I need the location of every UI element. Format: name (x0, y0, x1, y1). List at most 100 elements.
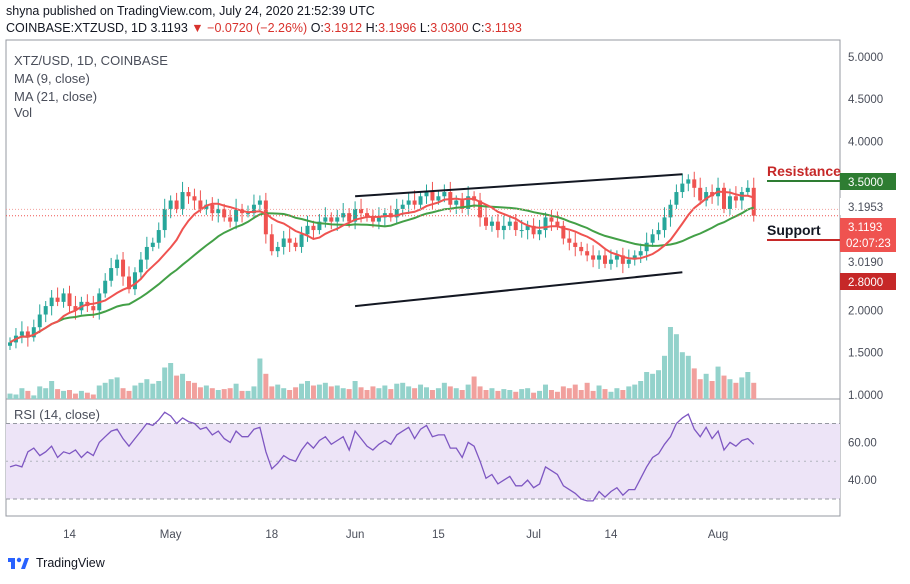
candle-body (210, 204, 215, 214)
price-tick-label: 2.0000 (848, 305, 883, 317)
high-label: H: (365, 21, 379, 35)
candle-body (418, 196, 423, 205)
candle-body (37, 314, 42, 328)
volume-bars (7, 327, 757, 399)
legend-title: XTZ/USD, 1D, COINBASE (14, 53, 168, 68)
volume-bar (406, 386, 412, 399)
candle-body (400, 204, 405, 209)
volume-bar (19, 388, 25, 399)
volume-bar (352, 381, 358, 399)
volume-bar (322, 382, 328, 399)
volume-bar (72, 393, 78, 399)
candle-body (121, 259, 126, 277)
volume-bar (245, 390, 251, 399)
volume-bar (537, 390, 543, 399)
candle-body (150, 242, 155, 247)
time-tick-label: 14 (63, 529, 76, 541)
candle-body (293, 242, 298, 247)
volume-bar (114, 377, 120, 399)
volume-bar (679, 352, 685, 399)
candle-body (650, 234, 655, 243)
volume-bar (49, 381, 55, 399)
trendlines[interactable] (354, 173, 683, 308)
candle-body (704, 192, 709, 201)
volume-bar (174, 375, 180, 399)
volume-bar (209, 388, 215, 399)
volume-bar (126, 390, 132, 399)
candle-body (335, 217, 340, 222)
ma9-label-bg (840, 198, 896, 215)
candle-body (73, 306, 78, 311)
volume-bar (162, 367, 168, 399)
volume-bar (673, 334, 679, 399)
candle-body (168, 200, 173, 209)
close-label: C: (472, 21, 485, 35)
volume-bar (191, 382, 197, 399)
support-label: 2.8000 (848, 277, 883, 289)
candle-body (501, 225, 506, 231)
candle-body (638, 251, 643, 256)
candle-body (591, 255, 596, 260)
volume-bar (435, 388, 441, 399)
candle-body (31, 327, 36, 338)
volume-bar (638, 381, 644, 399)
candle-body (299, 234, 304, 247)
open-value: 3.1912 (323, 21, 363, 35)
volume-bar (186, 381, 191, 399)
time-tick-label: 18 (265, 529, 278, 541)
last-price-label-bg (840, 218, 896, 252)
volume-bar (358, 387, 364, 399)
candle-body (115, 259, 120, 269)
candle-body (751, 187, 756, 216)
volume-bar (626, 386, 632, 399)
change-down-icon: ▼ (191, 21, 204, 35)
channel-trendline (354, 271, 683, 308)
candle-body (341, 213, 346, 218)
volume-bar (441, 382, 447, 399)
candle-body (269, 234, 274, 252)
candle-body (287, 238, 292, 243)
candle-body (626, 259, 631, 264)
candle-body (430, 192, 435, 201)
volume-bar (197, 387, 203, 399)
volume-bar (102, 382, 108, 399)
candle-body (376, 217, 381, 222)
candle-body (656, 230, 661, 235)
candles[interactable] (8, 171, 756, 351)
volume-bar (412, 388, 418, 399)
support-annotation: Support (767, 222, 821, 238)
candle-body (674, 192, 679, 205)
volume-bar (305, 381, 310, 399)
candle-body (460, 200, 465, 209)
volume-bar (257, 358, 263, 399)
candle-body (180, 192, 185, 209)
volume-bar (459, 390, 465, 399)
resistance-annotation: Resistance (767, 163, 841, 179)
volume-bar (590, 390, 596, 399)
volume-bar (602, 389, 608, 399)
volume-bar (554, 391, 560, 399)
legend-ma9: MA (9, close) (14, 71, 90, 86)
legend-ma21: MA (21, close) (14, 89, 97, 104)
low-value: 3.0300 (430, 21, 469, 35)
brand-footer[interactable]: TradingView (8, 556, 105, 570)
rsi-line (9, 411, 755, 502)
volume-bar (495, 390, 501, 399)
volume-bar (614, 388, 620, 399)
candle-body (555, 221, 560, 226)
candle-body (585, 251, 590, 256)
volume-bar (584, 382, 590, 399)
volume-bar (90, 394, 96, 399)
volume-bar (328, 386, 334, 399)
volume-bar (388, 389, 394, 399)
candle-body (531, 225, 536, 235)
volume-bar (239, 390, 245, 399)
candle-body (317, 221, 322, 231)
volume-bar (727, 379, 733, 399)
resistance-label: 3.5000 (848, 177, 883, 189)
candle-body (489, 221, 494, 226)
candle-body (507, 221, 512, 226)
candle-body (144, 246, 149, 260)
volume-bar (632, 384, 638, 399)
